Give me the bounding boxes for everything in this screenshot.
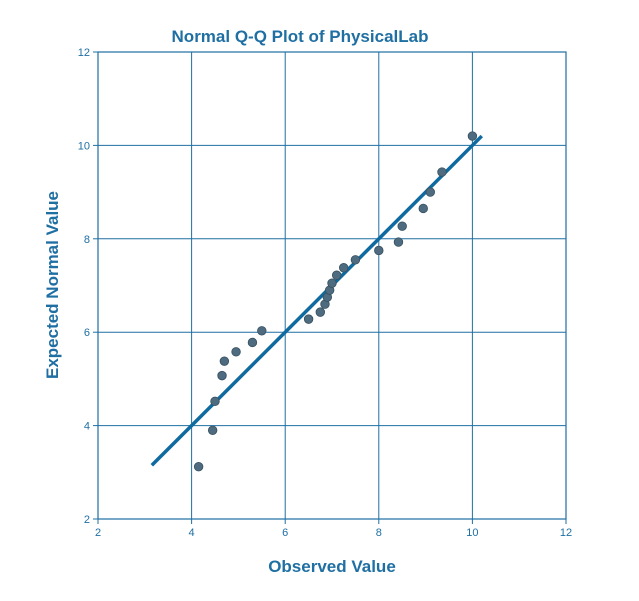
- y-tick-label: 4: [84, 421, 90, 433]
- data-point: [393, 237, 404, 247]
- x-tick-label: 8: [376, 527, 382, 539]
- y-tick-label: 12: [78, 47, 90, 59]
- data-point: [257, 326, 267, 336]
- data-point: [207, 425, 218, 435]
- data-point: [210, 396, 220, 407]
- data-point: [247, 337, 258, 348]
- data-point: [331, 270, 342, 280]
- plot-area: [97, 51, 567, 520]
- data-point: [437, 167, 447, 177]
- x-tick-label: 12: [560, 527, 572, 539]
- tick-labels: 2 4 6 8 10 12 2 4 6 8 10 12: [78, 47, 572, 539]
- data-point: [315, 307, 326, 317]
- data-point: [339, 263, 349, 273]
- data-point: [350, 255, 361, 265]
- data-point: [425, 187, 435, 197]
- data-point: [467, 131, 478, 141]
- y-tick-label: 8: [84, 234, 90, 246]
- data-point: [217, 370, 227, 381]
- reference-line-group: [150, 134, 483, 467]
- y-tick-label: 10: [78, 140, 90, 152]
- y-tick-label: 6: [84, 327, 90, 339]
- y-tick-label: 2: [84, 514, 90, 526]
- data-point: [397, 221, 407, 231]
- data-point: [193, 461, 204, 472]
- data-point: [418, 203, 428, 214]
- x-axis-label: Observed Value: [268, 557, 396, 576]
- data-point: [374, 245, 384, 256]
- x-tick-label: 2: [95, 527, 101, 539]
- data-points: [193, 131, 478, 472]
- reference-line: [150, 134, 483, 467]
- data-point: [327, 278, 337, 288]
- data-point: [231, 347, 241, 357]
- x-tick-label: 10: [466, 527, 478, 539]
- grid: [93, 51, 567, 524]
- data-point: [219, 356, 230, 366]
- y-axis-label: Expected Normal Value: [43, 191, 62, 379]
- x-tick-label: 4: [189, 527, 195, 539]
- x-tick-label: 6: [282, 527, 288, 539]
- chart-title: Normal Q-Q Plot of PhysicalLab: [172, 27, 429, 46]
- data-point: [303, 314, 314, 324]
